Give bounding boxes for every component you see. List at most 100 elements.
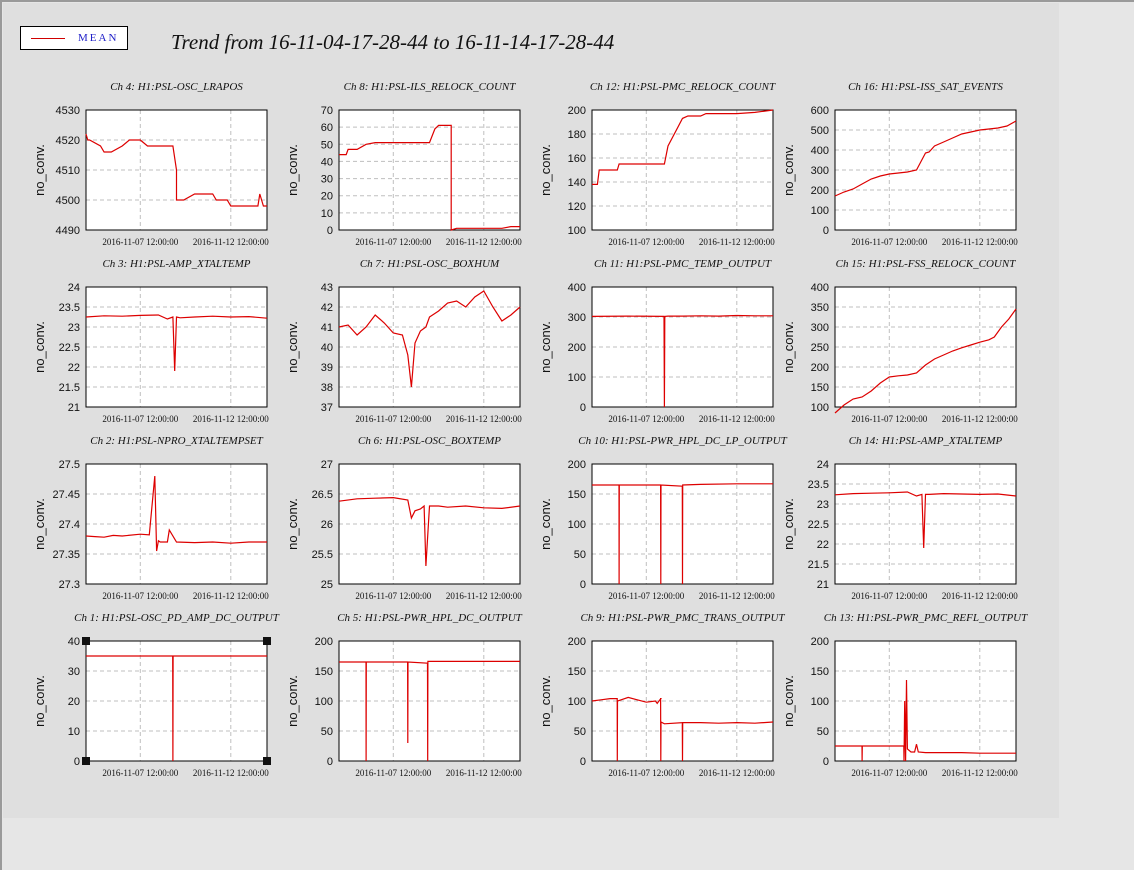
y-tick-label: 41: [321, 322, 333, 334]
y-tick-label: 4510: [56, 165, 80, 177]
y-tick-label: 0: [74, 756, 80, 768]
y-axis-label: no_conv.: [285, 498, 300, 550]
x-tick-label: 2016-11-12 12:00:00: [942, 414, 1018, 424]
y-tick-label: 22: [68, 362, 80, 374]
y-tick-label: 21: [68, 402, 80, 414]
y-tick-label: 20: [68, 696, 80, 708]
x-tick-label: 2016-11-12 12:00:00: [699, 768, 775, 778]
chart-title: Ch 10: H1:PSL-PWR_HPL_DC_LP_OUTPUT: [578, 435, 787, 447]
chart-title: Ch 8: H1:PSL-ILS_RELOCK_COUNT: [344, 81, 517, 93]
y-tick-label: 100: [568, 696, 586, 708]
chart-title: Ch 15: H1:PSL-FSS_RELOCK_COUNT: [836, 258, 1017, 270]
page-title: Trend from 16-11-04-17-28-44 to 16-11-14…: [171, 30, 615, 54]
series-mean-line: [592, 483, 773, 585]
chart-12: 0 10 20 30 40 2016-11-07 12:00:00 2016-11-12 1…: [32, 612, 280, 778]
chart-title: Ch 4: H1:PSL-OSC_LRAPOS: [110, 81, 243, 93]
y-tick-label: 100: [568, 372, 586, 384]
plot-frame: [85, 286, 268, 408]
y-tick-label: 150: [811, 382, 829, 394]
plot-area: [592, 287, 773, 407]
series-mean-line: [86, 655, 267, 762]
y-tick-label: 0: [823, 756, 829, 768]
series-mean-line: [85, 133, 267, 207]
y-tick-label: 50: [574, 549, 586, 561]
y-tick-label: 200: [568, 459, 586, 471]
plot-area: [339, 464, 520, 584]
y-tick-label: 21.5: [59, 382, 80, 394]
y-tick-label: 23.5: [808, 479, 829, 491]
selection-handle[interactable]: [82, 637, 90, 645]
x-tick-label: 2016-11-12 12:00:00: [446, 591, 522, 601]
y-tick-label: 0: [327, 225, 333, 237]
y-tick-label: 27: [321, 459, 333, 471]
plot-frame: [834, 286, 1017, 408]
chart-title: Ch 3: H1:PSL-AMP_XTALTEMP: [102, 258, 250, 270]
chart-11: 21 21.5 22 22.5 23 23.5 24 2016-11-07 12:00:00 2…: [781, 435, 1018, 601]
y-tick-label: 30: [321, 174, 333, 186]
y-tick-label: 27.4: [59, 519, 80, 531]
y-axis-label: no_conv.: [32, 675, 47, 727]
x-tick-label: 2016-11-07 12:00:00: [608, 414, 684, 424]
y-tick-label: 25: [321, 579, 333, 591]
y-tick-label: 200: [811, 636, 829, 648]
chart-9: 25 25.5 26 26.5 27 2016-11-07 12:00:00 2016-11…: [285, 435, 522, 601]
plot-area: [339, 110, 520, 230]
y-tick-label: 27.45: [52, 489, 80, 501]
plot-frame: [338, 463, 521, 585]
x-tick-label: 2016-11-07 12:00:00: [608, 591, 684, 601]
y-axis-label: no_conv.: [285, 675, 300, 727]
x-tick-label: 2016-11-07 12:00:00: [851, 768, 927, 778]
y-tick-label: 150: [811, 666, 829, 678]
chart-7: 100 150 200 250 300 350 400 2016-11-07 12:00:00…: [781, 258, 1018, 424]
y-tick-label: 100: [315, 696, 333, 708]
x-tick-label: 2016-11-07 12:00:00: [102, 237, 178, 247]
y-tick-label: 30: [68, 666, 80, 678]
y-tick-label: 400: [568, 282, 586, 294]
selection-handle[interactable]: [82, 757, 90, 765]
y-tick-label: 200: [811, 185, 829, 197]
chart-title: Ch 9: H1:PSL-PWR_PMC_TRANS_OUTPUT: [580, 612, 785, 624]
y-tick-label: 150: [568, 666, 586, 678]
y-tick-label: 50: [817, 726, 829, 738]
series-mean-line: [338, 496, 521, 567]
plot-area: [86, 641, 267, 761]
x-tick-label: 2016-11-07 12:00:00: [102, 414, 178, 424]
series-mean-line: [835, 679, 1016, 762]
series-mean-line: [591, 314, 773, 408]
y-tick-label: 24: [817, 459, 829, 471]
series-mean-line: [339, 660, 520, 762]
selection-handle[interactable]: [263, 637, 271, 645]
selection-handle[interactable]: [263, 757, 271, 765]
y-tick-label: 4530: [56, 105, 80, 117]
chart-title: Ch 12: H1:PSL-PMC_RELOCK_COUNT: [590, 81, 776, 93]
series-mean-line: [834, 491, 1017, 549]
y-tick-label: 23: [68, 322, 80, 334]
y-tick-label: 22.5: [808, 519, 829, 531]
x-tick-label: 2016-11-07 12:00:00: [608, 237, 684, 247]
chart-2: 100 120 140 160 180 200 2016-11-07 12:00:00 201…: [538, 81, 776, 247]
chart-0: 4490 4500 4510 4520 4530 2016-11-07 12:00:00 2…: [32, 81, 269, 247]
y-tick-label: 300: [811, 322, 829, 334]
y-tick-label: 300: [811, 165, 829, 177]
y-tick-label: 21.5: [808, 559, 829, 571]
y-tick-label: 27.3: [59, 579, 80, 591]
y-tick-label: 100: [568, 519, 586, 531]
y-axis-label: no_conv.: [32, 498, 47, 550]
y-tick-label: 22.5: [59, 342, 80, 354]
y-tick-label: 0: [327, 756, 333, 768]
y-tick-label: 40: [321, 342, 333, 354]
plot-frame: [85, 640, 268, 762]
y-axis-label: no_conv.: [538, 321, 553, 373]
chart-title: Ch 7: H1:PSL-OSC_BOXHUM: [360, 258, 500, 270]
y-axis-label: no_conv.: [781, 675, 796, 727]
y-axis-label: no_conv.: [781, 498, 796, 550]
x-tick-label: 2016-11-07 12:00:00: [851, 591, 927, 601]
series-mean-line: [85, 314, 268, 372]
x-tick-label: 2016-11-12 12:00:00: [193, 237, 269, 247]
y-axis-label: no_conv.: [781, 321, 796, 373]
chart-10: 0 50 100 150 200 2016-11-07 12:00:00 2016-11-1…: [538, 435, 788, 601]
series-mean-line: [339, 124, 520, 231]
chart-6: 0 100 200 300 400 2016-11-07 12:00:00 2016-11-…: [538, 258, 775, 424]
y-tick-label: 40: [321, 156, 333, 168]
